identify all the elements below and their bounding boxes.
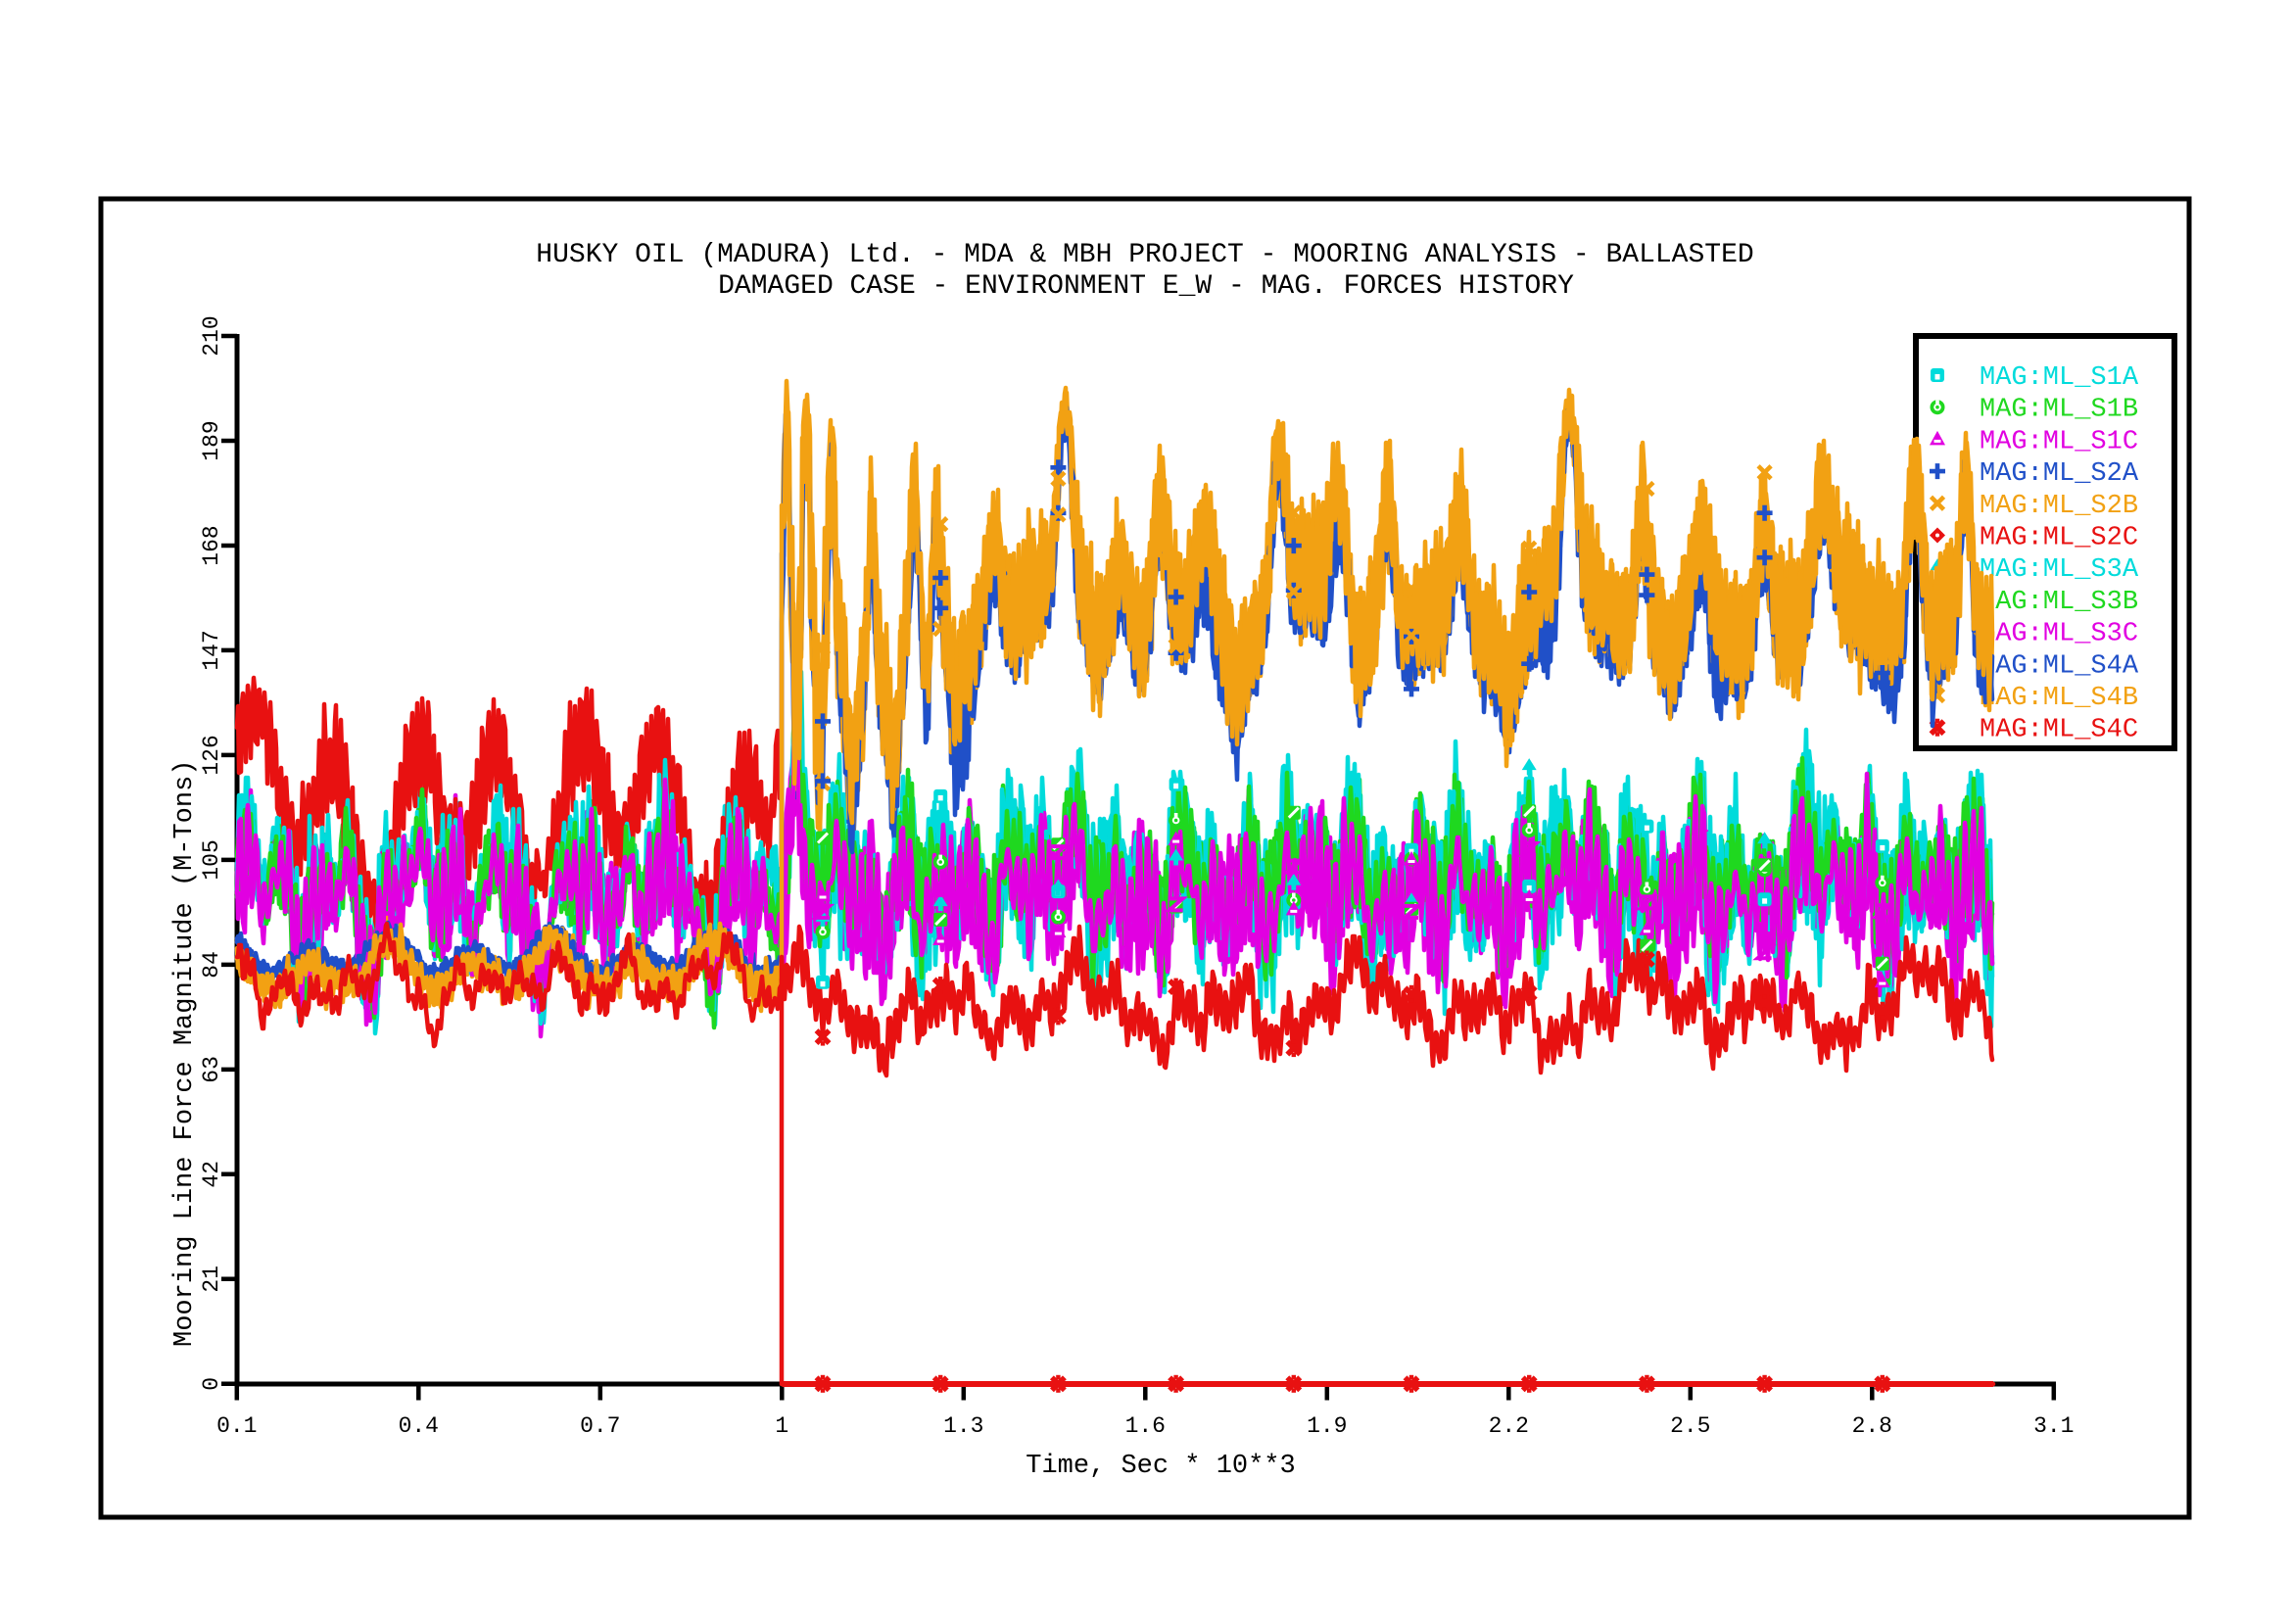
- svg-text:MAG:ML_S2C: MAG:ML_S2C: [1980, 524, 2138, 553]
- svg-text:Time, Sec * 10**3: Time, Sec * 10**3: [1026, 1452, 1295, 1481]
- svg-text:63: 63: [199, 1056, 224, 1083]
- svg-text:0.4: 0.4: [399, 1413, 439, 1439]
- svg-text:105: 105: [199, 839, 224, 880]
- svg-text:147: 147: [199, 630, 224, 670]
- svg-text:MAG:ML_S4A: MAG:ML_S4A: [1980, 651, 2139, 681]
- svg-text:0.1: 0.1: [216, 1413, 257, 1439]
- svg-text:2.5: 2.5: [1670, 1413, 1710, 1439]
- svg-text:MAG:ML_S1C: MAG:ML_S1C: [1980, 427, 2138, 456]
- svg-text:168: 168: [199, 525, 224, 565]
- svg-text:0: 0: [199, 1377, 224, 1391]
- svg-text:126: 126: [199, 735, 224, 775]
- svg-text:MAG:ML_S1B: MAG:ML_S1B: [1980, 396, 2138, 425]
- svg-text:210: 210: [199, 315, 224, 356]
- svg-text:84: 84: [199, 951, 224, 979]
- svg-text:Mooring Line Force Magnitude (: Mooring Line Force Magnitude (M-Tons): [170, 760, 200, 1348]
- svg-text:3.1: 3.1: [2033, 1413, 2074, 1439]
- svg-text:MAG:ML_S4B: MAG:ML_S4B: [1980, 684, 2138, 713]
- svg-text:42: 42: [199, 1161, 224, 1188]
- svg-text:MAG:ML_S3C: MAG:ML_S3C: [1980, 620, 2138, 649]
- svg-text:189: 189: [199, 420, 224, 460]
- svg-text:MAG:ML_S4C: MAG:ML_S4C: [1980, 716, 2138, 745]
- svg-text:DAMAGED CASE - ENVIRONMENT E_W: DAMAGED CASE - ENVIRONMENT E_W - MAG. FO…: [718, 271, 1574, 302]
- svg-text:MAG:ML_S1A: MAG:ML_S1A: [1980, 363, 2139, 393]
- svg-text:21: 21: [199, 1266, 224, 1293]
- svg-text:HUSKY OIL (MADURA) Ltd. - MDA: HUSKY OIL (MADURA) Ltd. - MDA & MBH PROJ…: [536, 240, 1753, 270]
- svg-text:MAG:ML_S3B: MAG:ML_S3B: [1980, 588, 2138, 617]
- svg-text:1.9: 1.9: [1307, 1413, 1347, 1439]
- svg-text:2.8: 2.8: [1852, 1413, 1892, 1439]
- svg-text:MAG:ML_S2A: MAG:ML_S2A: [1980, 459, 2139, 489]
- svg-text:1.3: 1.3: [943, 1413, 983, 1439]
- svg-text:1.6: 1.6: [1125, 1413, 1166, 1439]
- svg-text:MAG:ML_S3A: MAG:ML_S3A: [1980, 555, 2139, 585]
- svg-text:0.7: 0.7: [580, 1413, 620, 1439]
- svg-text:MAG:ML_S2B: MAG:ML_S2B: [1980, 492, 2138, 521]
- svg-text:1: 1: [775, 1413, 788, 1439]
- svg-text:2.2: 2.2: [1489, 1413, 1529, 1439]
